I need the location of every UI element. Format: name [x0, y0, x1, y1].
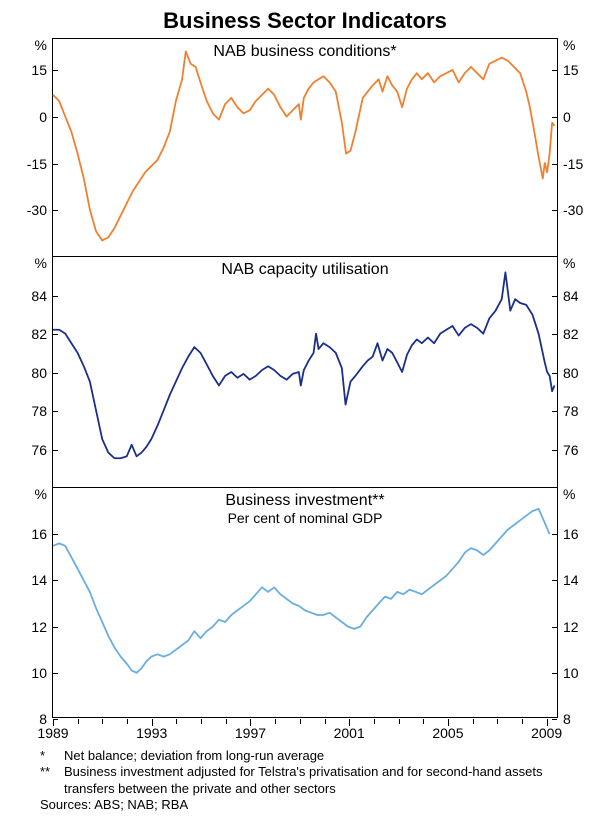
series-line — [53, 257, 557, 487]
y-tick-label: -15 — [27, 156, 53, 172]
y-tick-label: 76 — [31, 442, 53, 458]
footnote: *Net balance; deviation from long-run av… — [40, 748, 580, 764]
series-line — [53, 488, 557, 719]
y-tick-label: 0 — [557, 109, 571, 125]
y-tick-label: -15 — [557, 156, 583, 172]
y-tick-label: 14 — [31, 572, 53, 588]
y-tick-label: 10 — [31, 665, 53, 681]
plot-area: NAB business conditions*%%-30-30-15-1500… — [52, 38, 558, 718]
y-tick-label: 80 — [557, 365, 579, 381]
y-tick-label: -30 — [557, 202, 583, 218]
y-tick-label: 80 — [31, 365, 53, 381]
y-tick-label: 16 — [557, 526, 579, 542]
pct-label: % — [35, 255, 53, 271]
y-tick-label: 12 — [31, 619, 53, 635]
y-tick-label: 84 — [557, 288, 579, 304]
y-tick-label: 14 — [557, 572, 579, 588]
x-tick-label: 1989 — [37, 719, 68, 741]
pct-label: % — [35, 37, 53, 53]
y-tick-label: 0 — [39, 109, 53, 125]
pct-label: % — [557, 255, 575, 271]
pct-label: % — [557, 486, 575, 502]
panel-business-investment: Business investment**Per cent of nominal… — [53, 488, 557, 719]
x-tick-label: 2005 — [432, 719, 463, 741]
y-tick-label: 16 — [31, 526, 53, 542]
pct-label: % — [557, 37, 575, 53]
chart-title: Business Sector Indicators — [0, 0, 610, 34]
y-tick-label: -30 — [27, 202, 53, 218]
x-tick-label: 1997 — [235, 719, 266, 741]
y-tick-label: 82 — [557, 326, 579, 342]
footnotes: *Net balance; deviation from long-run av… — [40, 748, 580, 813]
x-tick-label: 2001 — [334, 719, 365, 741]
y-tick-label: 84 — [31, 288, 53, 304]
series-line — [53, 39, 557, 256]
footnote: **Business investment adjusted for Telst… — [40, 764, 580, 797]
y-tick-label: 76 — [557, 442, 579, 458]
y-tick-label: 15 — [557, 62, 579, 78]
x-tick-label: 2009 — [531, 719, 562, 741]
panel-nab-capacity-utilisation: NAB capacity utilisation%%76767878808082… — [53, 257, 557, 488]
x-tick-label: 1993 — [136, 719, 167, 741]
y-tick-label: 82 — [31, 326, 53, 342]
y-tick-label: 78 — [31, 403, 53, 419]
y-tick-label: 10 — [557, 665, 579, 681]
y-tick-label: 15 — [31, 62, 53, 78]
sources: Sources: ABS; NAB; RBA — [40, 797, 580, 813]
y-tick-label: 78 — [557, 403, 579, 419]
pct-label: % — [35, 486, 53, 502]
y-tick-label: 12 — [557, 619, 579, 635]
panel-nab-business-conditions: NAB business conditions*%%-30-30-15-1500… — [53, 39, 557, 257]
